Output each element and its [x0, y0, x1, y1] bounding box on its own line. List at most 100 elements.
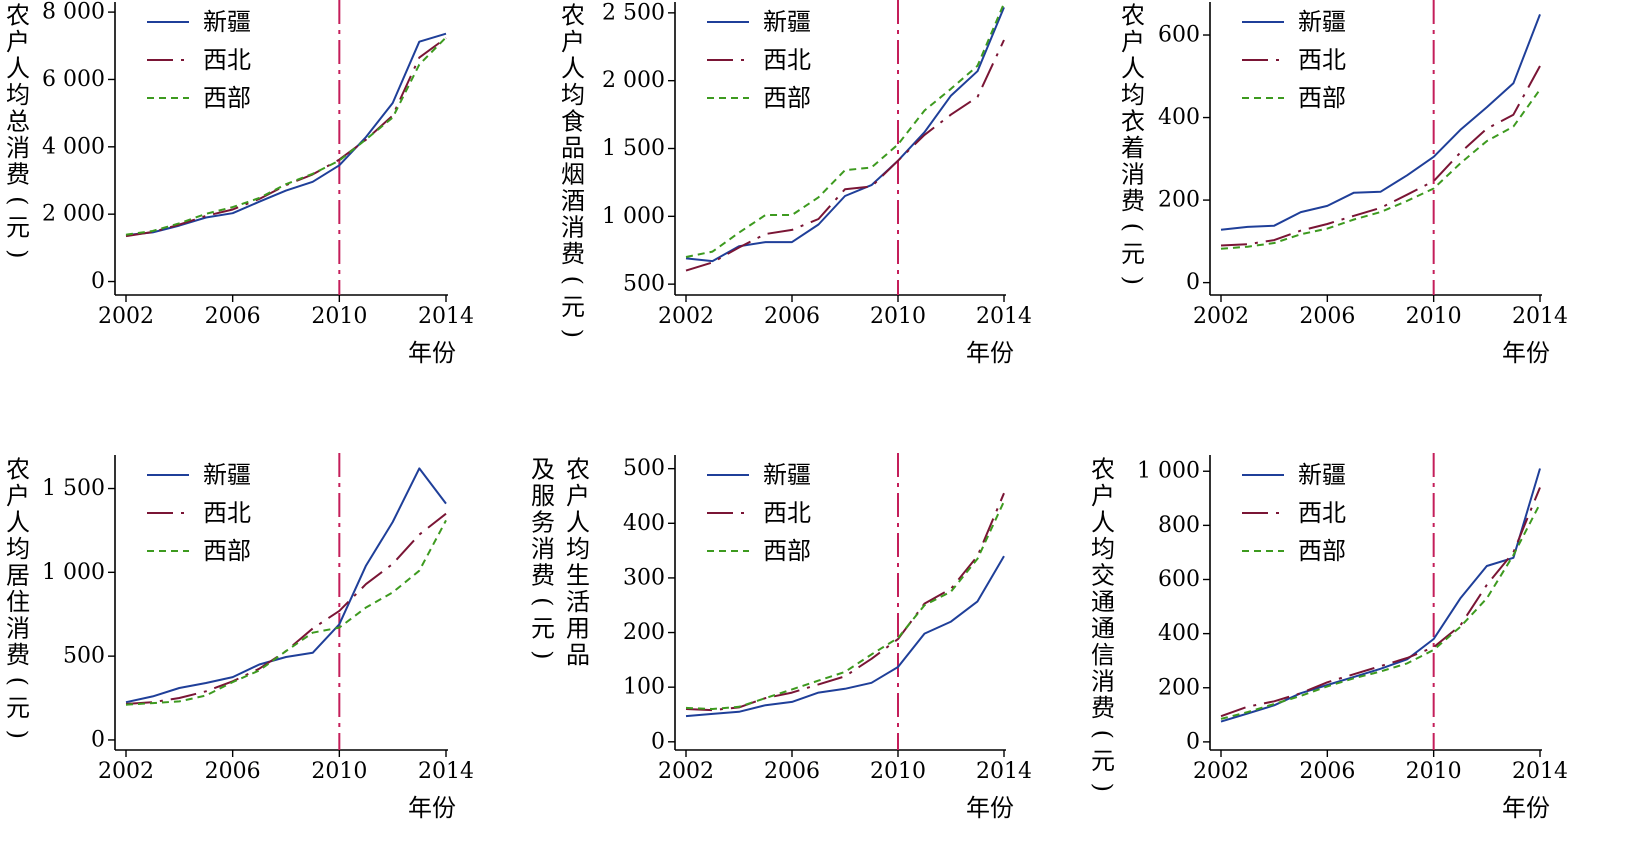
chart-food: 500 1 000 1 500 2 000 2 500 2002 2006 2010 2014 年…	[559, 0, 1032, 367]
y-tick-label: 2 000	[42, 202, 105, 227]
ylabel-char: 农	[1121, 1, 1145, 29]
y-tick-label: 400	[1158, 105, 1200, 130]
legend-label: 新疆	[1298, 461, 1346, 489]
ylabel-char: 品	[566, 641, 590, 669]
ylabel-char: (	[1089, 730, 1117, 739]
ylabel-char: 元	[531, 614, 555, 642]
ylabel-char: 元	[6, 213, 30, 241]
ylabel-char: 食	[561, 107, 585, 135]
ylabel-char: 元	[6, 694, 30, 722]
ylabel-char: 消	[1091, 667, 1115, 695]
y-tick-label: 500	[63, 644, 105, 669]
legend-label: 新疆	[203, 461, 251, 489]
legend-label: 西部	[1298, 537, 1346, 565]
x-tick-label: 2014	[1512, 759, 1568, 784]
ylabel-char: 通	[1091, 614, 1115, 642]
ylabel-char: )	[1089, 783, 1117, 792]
legend-label: 新疆	[763, 8, 811, 36]
ylabel-char: 信	[1091, 641, 1115, 669]
x-tick-label: 2002	[1193, 304, 1249, 329]
ylabel-char: 均	[6, 535, 30, 563]
ylabel-char: 费	[1091, 694, 1115, 722]
ylabel-char: 户	[1091, 482, 1115, 510]
ylabel-char: 人	[6, 508, 30, 536]
y-tick-label: 200	[1158, 675, 1200, 700]
series-line-3	[685, 500, 1005, 710]
y-tick-label: 400	[1158, 621, 1200, 646]
y-tick-label: 400	[623, 511, 665, 536]
ylabel-char: 费	[531, 561, 555, 589]
y-tick-label: 200	[1158, 188, 1200, 213]
legend-label: 西北	[203, 46, 251, 74]
ylabel-char: 元	[1091, 747, 1115, 775]
y-tick-label: 600	[1158, 567, 1200, 592]
series-line-3	[125, 36, 447, 236]
ylabel-char: 烟	[561, 160, 585, 188]
ylabel-char: 元	[1121, 240, 1145, 268]
y-tick-label: 1 500	[602, 136, 665, 161]
series-line-1	[1220, 468, 1541, 723]
legend-label: 西部	[763, 537, 811, 565]
y-tick-label: 0	[91, 269, 105, 294]
ylabel-char: (	[4, 196, 32, 205]
legend-label: 西北	[1298, 46, 1346, 74]
ylabel-char: 消	[6, 134, 30, 162]
x-tick-label: 2002	[1193, 759, 1249, 784]
y-tick-label: 300	[623, 565, 665, 590]
ylabel-char: )	[559, 329, 587, 338]
ylabel-char: 总	[6, 107, 30, 135]
ylabel-char: 消	[561, 213, 585, 241]
y-tick-label: 200	[623, 620, 665, 645]
ylabel-char: 交	[1091, 561, 1115, 589]
ylabel-char: 户	[1121, 28, 1145, 56]
x-tick-label: 2002	[98, 304, 154, 329]
y-tick-label: 500	[623, 272, 665, 297]
ylabel-char: 着	[1121, 134, 1145, 162]
x-axis-label: 年份	[1502, 339, 1550, 367]
series-line-3	[1220, 503, 1541, 720]
ylabel-char: 均	[561, 81, 585, 109]
y-tick-label: 100	[623, 675, 665, 700]
ylabel-char: )	[4, 730, 32, 739]
ylabel-char: 服	[531, 482, 555, 510]
y-tick-label: 0	[651, 729, 665, 754]
x-tick-label: 2006	[1299, 759, 1355, 784]
ylabel-char: 品	[561, 134, 585, 162]
ylabel-char: 衣	[1121, 107, 1145, 135]
ylabel-char: 生	[566, 561, 590, 589]
ylabel-char: 户	[6, 28, 30, 56]
series-line-2	[125, 512, 447, 705]
legend-label: 西北	[763, 499, 811, 527]
legend-label: 西北	[203, 499, 251, 527]
ylabel-char: )	[1119, 276, 1147, 285]
x-tick-label: 2002	[658, 304, 714, 329]
ylabel-char: (	[559, 276, 587, 285]
ylabel-char: 活	[566, 588, 590, 616]
x-tick-label: 2006	[764, 304, 820, 329]
series-line-1	[125, 32, 447, 237]
y-tick-label: 2 000	[602, 68, 665, 93]
x-tick-label: 2010	[1406, 304, 1462, 329]
series-line-1	[685, 555, 1005, 718]
ylabel-char: )	[4, 249, 32, 258]
x-tick-label: 2006	[205, 304, 261, 329]
y-tick-label: 1 000	[42, 560, 105, 585]
ylabel-char: 元	[561, 293, 585, 321]
y-tick-label: 1 500	[42, 476, 105, 501]
series-line-2	[1220, 487, 1541, 718]
x-tick-label: 2002	[98, 759, 154, 784]
chart-total: 0 2 000 4 000 6 000 8 000 2002 2006 2010 2014 年份 新…	[4, 0, 474, 367]
legend-label: 西部	[203, 537, 251, 565]
ylabel-char: (	[529, 597, 557, 606]
legend-label: 西部	[1298, 84, 1346, 112]
ylabel-char: 用	[566, 614, 590, 642]
x-axis-label: 年份	[408, 339, 456, 367]
series-line-3	[685, 3, 1005, 258]
ylabel-char: (	[1119, 223, 1147, 232]
ylabel-char: 消	[531, 535, 555, 563]
